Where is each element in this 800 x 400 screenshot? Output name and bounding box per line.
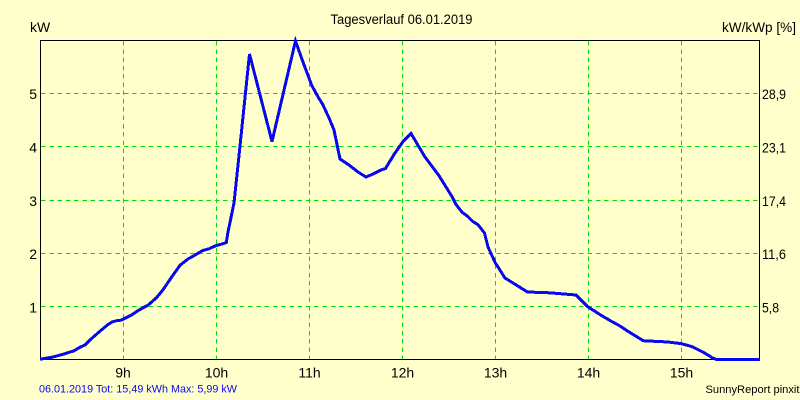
svg-text:kW/kWp [%]: kW/kWp [%] bbox=[722, 19, 796, 35]
svg-text:10h: 10h bbox=[205, 365, 228, 381]
svg-text:28,9: 28,9 bbox=[762, 86, 786, 102]
svg-text:15h: 15h bbox=[670, 365, 693, 381]
svg-text:5,8: 5,8 bbox=[762, 300, 779, 316]
svg-text:17,4: 17,4 bbox=[762, 193, 786, 209]
svg-text:5: 5 bbox=[29, 86, 37, 102]
svg-text:4: 4 bbox=[29, 140, 37, 156]
svg-text:06.01.2019 Tot: 15,49 kWh Max:: 06.01.2019 Tot: 15,49 kWh Max: 5,99 kW bbox=[39, 384, 238, 396]
svg-text:14h: 14h bbox=[577, 365, 600, 381]
svg-text:2: 2 bbox=[29, 246, 37, 262]
svg-text:13h: 13h bbox=[484, 365, 507, 381]
svg-text:kW: kW bbox=[30, 19, 51, 35]
svg-text:23,1: 23,1 bbox=[762, 140, 786, 156]
svg-text:9h: 9h bbox=[115, 365, 131, 381]
svg-text:12h: 12h bbox=[391, 365, 414, 381]
svg-text:1: 1 bbox=[29, 300, 37, 316]
svg-text:Tagesverlauf 06.01.2019: Tagesverlauf 06.01.2019 bbox=[331, 12, 473, 27]
svg-text:11,6: 11,6 bbox=[762, 246, 786, 262]
svg-text:SunnyReport pinxit: SunnyReport pinxit bbox=[706, 384, 800, 396]
svg-text:3: 3 bbox=[29, 193, 37, 209]
svg-text:11h: 11h bbox=[298, 365, 320, 381]
